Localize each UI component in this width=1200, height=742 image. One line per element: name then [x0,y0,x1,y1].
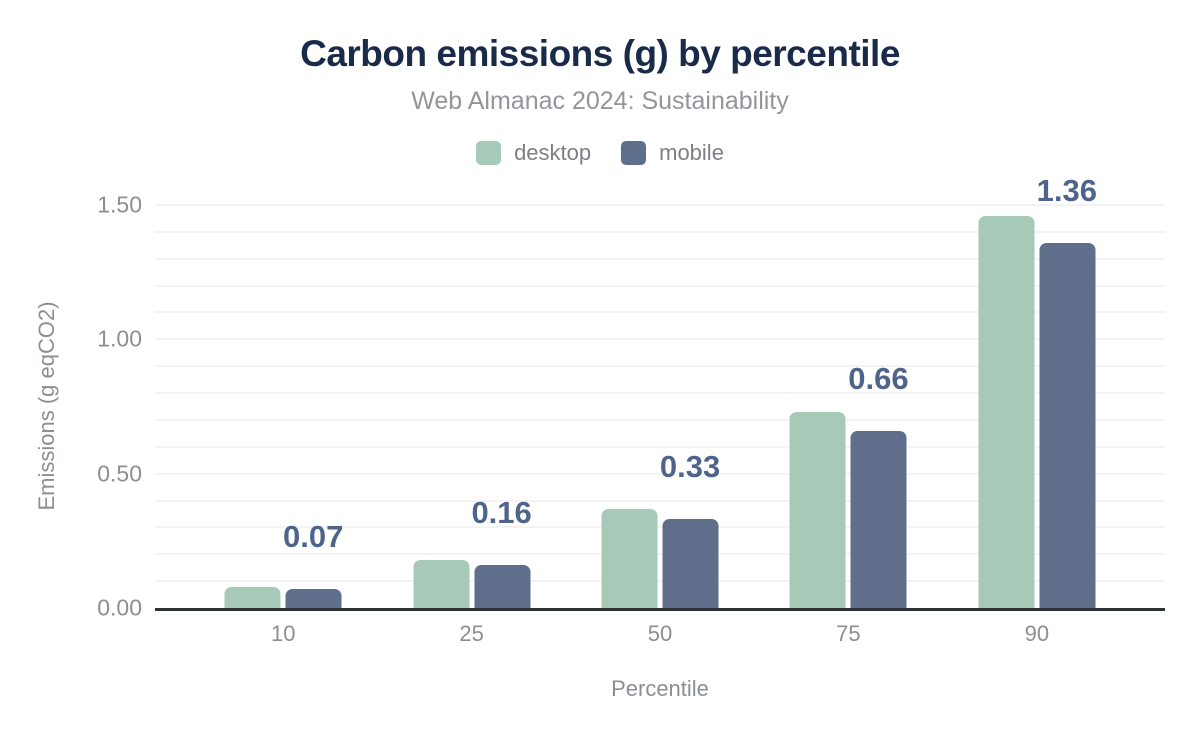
gridline [155,257,1165,260]
bar-desktop-p10[interactable] [224,586,281,608]
bar-mobile-p90[interactable] [1039,242,1096,608]
gridline [155,284,1165,287]
bar-mobile-p10[interactable] [285,589,342,608]
gridline [155,580,1165,583]
bar-value-label: 0.33 [659,449,721,485]
legend-swatch-icon [476,141,502,165]
gridline [155,338,1165,341]
bar-group-50: 0.33 50 [566,205,754,646]
gridline [155,553,1165,556]
bar-group-75: 0.66 75 [754,205,942,646]
bar-mobile-p75[interactable] [850,430,907,608]
legend-swatch-icon [621,141,647,165]
gridline [155,472,1165,475]
bar-desktop-p25[interactable] [413,559,470,608]
bar-group-25: 0.16 25 [377,205,565,646]
gridline [155,445,1165,448]
bar-value-label: 0.66 [848,360,909,396]
bar-value-label: 1.36 [1036,172,1097,208]
gridline [155,230,1165,233]
gridline [155,418,1165,421]
bar-mobile-p50[interactable] [662,519,719,608]
y-axis-ticks: 0.00 0.50 1.00 1.50 [62,193,142,619]
bar-pair [789,205,907,608]
x-tick-label: 50 [647,621,673,646]
legend-label: desktop [514,140,592,165]
x-tick-label: 10 [270,621,296,646]
bar-pair [601,205,719,608]
legend-item-mobile[interactable]: mobile [621,140,724,166]
bar-pair [978,205,1096,608]
gridline [155,499,1165,502]
x-tick-label: 75 [836,621,861,646]
y-tick-label: 1.50 [97,191,142,218]
y-axis-title: Emissions (g eqCO2) [34,301,59,511]
bar-groups: 0.07 10 0.16 25 0.33 50 0.66 75 1.36 90 [155,175,1165,646]
bar-group-10: 0.07 10 [189,205,377,646]
bar-pair [413,205,531,608]
legend-item-desktop[interactable]: desktop [476,140,591,166]
gridline [155,365,1165,368]
gridline [155,204,1165,206]
y-tick-label: 0.00 [97,594,142,621]
chart-title: Carbon emissions (g) by percentile [300,33,900,74]
x-axis-title: Percentile [611,676,709,701]
y-tick-label: 0.50 [97,460,142,487]
bar-mobile-p25[interactable] [474,565,531,608]
chart-subtitle: Web Almanac 2024: Sustainability [411,87,789,115]
bar-desktop-p75[interactable] [789,411,846,608]
bar-desktop-p50[interactable] [601,508,658,608]
gridline [155,526,1165,529]
legend: desktop mobile [0,140,1200,166]
bar-pair [224,205,342,608]
bar-value-label: 0.16 [471,495,532,531]
x-tick-label: 25 [459,621,484,646]
bar-desktop-p90[interactable] [978,215,1035,608]
bar-group-90: 1.36 90 [943,175,1131,646]
plot-area: 0.00 0.50 1.00 1.50 0.07 10 0.16 25 0.33 50 0.66 7… [97,175,1165,646]
x-tick-label: 90 [1024,621,1050,646]
gridline [155,311,1165,314]
legend-label: mobile [659,140,724,165]
bar-value-label: 0.07 [283,519,344,555]
y-tick-label: 1.00 [97,325,142,352]
gridline [155,392,1165,395]
